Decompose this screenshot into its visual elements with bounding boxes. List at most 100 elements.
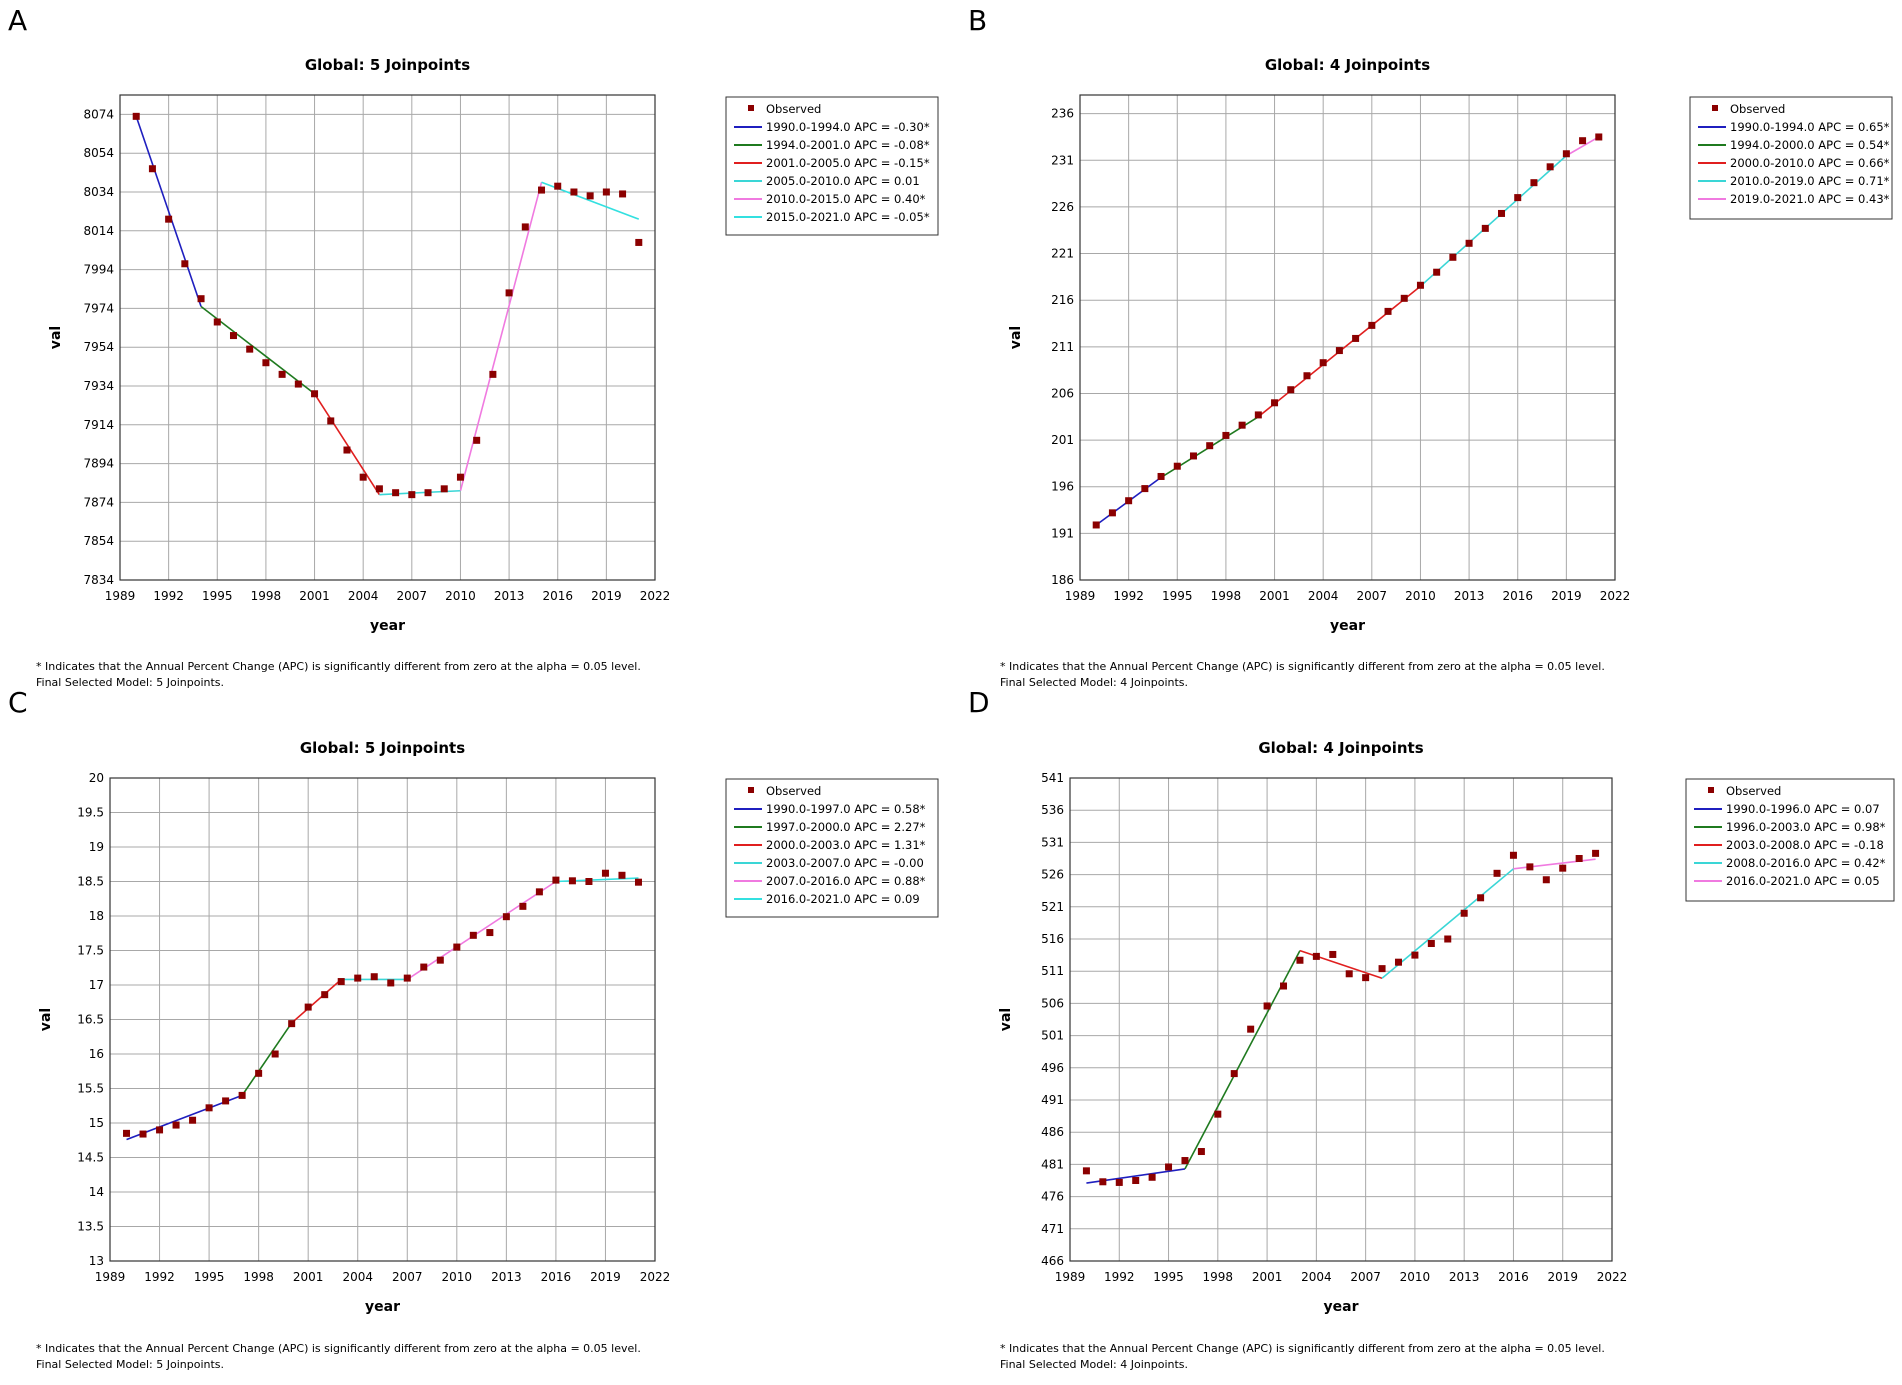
y-tick-label: 481 [1041, 1157, 1064, 1171]
observed-point [601, 869, 609, 877]
observed-point [635, 238, 643, 246]
observed-point [1247, 1025, 1255, 1033]
observed-point [1562, 150, 1570, 158]
x-tick-label: 2013 [494, 589, 525, 603]
observed-point [602, 188, 610, 196]
observed-point [1394, 958, 1402, 966]
observed-point [436, 956, 444, 964]
observed-point [1296, 956, 1304, 964]
observed-point [1173, 462, 1181, 470]
y-tick-label: 7834 [83, 573, 114, 587]
observed-point [238, 1091, 246, 1099]
legend-label-4: 2010.0-2019.0 APC = 0.71* [1730, 174, 1890, 188]
observed-point [424, 489, 432, 497]
x-tick-label: 2010 [1400, 1270, 1431, 1284]
observed-point [172, 1121, 180, 1129]
y-tick-label: 20 [89, 771, 104, 785]
observed-point [1595, 133, 1603, 141]
observed-point [403, 974, 411, 982]
observed-point [1238, 421, 1246, 429]
footnote-apc: * Indicates that the Annual Percent Chan… [36, 1342, 641, 1355]
x-tick-label: 2013 [491, 1270, 522, 1284]
observed-point [619, 190, 627, 198]
x-tick-label: 2007 [392, 1270, 423, 1284]
x-tick-label: 1995 [1162, 589, 1193, 603]
observed-point [1579, 137, 1587, 145]
observed-point [489, 370, 497, 378]
x-tick-label: 2022 [640, 589, 671, 603]
legend-label-1: 1990.0-1994.0 APC = 0.65* [1730, 120, 1890, 134]
legend-label-2: 1996.0-2003.0 APC = 0.98* [1726, 820, 1886, 834]
y-tick-label: 8014 [83, 224, 114, 238]
observed-point [375, 485, 383, 493]
y-tick-label: 13 [89, 1254, 104, 1268]
observed-point [156, 1126, 164, 1134]
legend-observed-label: Observed [766, 102, 821, 116]
x-tick-label: 2001 [299, 589, 330, 603]
x-tick-label: 2004 [348, 589, 379, 603]
observed-point [1148, 1173, 1156, 1181]
x-tick-label: 2022 [1597, 1270, 1628, 1284]
observed-point [1592, 849, 1600, 857]
y-tick-label: 201 [1051, 433, 1074, 447]
chart-title: Global: 4 Joinpoints [1265, 56, 1430, 74]
panel-letter: A [8, 4, 27, 37]
y-axis-label: val [998, 1008, 1014, 1031]
y-tick-label: 7914 [83, 418, 114, 432]
legend-label-5: 2007.0-2016.0 APC = 0.88* [766, 874, 926, 888]
y-tick-label: 17 [89, 978, 104, 992]
legend-label-3: 2003.0-2008.0 APC = -0.18 [1726, 838, 1884, 852]
y-tick-label: 501 [1041, 1029, 1064, 1043]
y-tick-label: 496 [1041, 1061, 1064, 1075]
observed-point [1157, 472, 1165, 480]
observed-point [1189, 452, 1197, 460]
observed-point [1165, 1163, 1173, 1171]
x-tick-label: 2016 [1502, 589, 1533, 603]
x-tick-label: 2016 [1498, 1270, 1529, 1284]
y-tick-label: 8034 [83, 185, 114, 199]
observed-point [255, 1069, 263, 1077]
x-tick-label: 2004 [1308, 589, 1339, 603]
legend-observed-label: Observed [1730, 102, 1785, 116]
observed-point [1477, 894, 1485, 902]
observed-point [1493, 869, 1501, 877]
x-tick-label: 1992 [1113, 589, 1144, 603]
observed-point [1530, 179, 1538, 187]
y-tick-label: 231 [1051, 153, 1074, 167]
observed-point [1384, 307, 1392, 315]
fit-segment-4 [1419, 155, 1567, 287]
y-tick-label: 16 [89, 1047, 104, 1061]
observed-point [1352, 334, 1360, 342]
panel-b: B Global: 4 Joinpoints 1989 1992 1995 1998 200… [968, 4, 1893, 689]
observed-point [1433, 268, 1441, 276]
x-tick-label: 2022 [640, 1270, 671, 1284]
x-tick-label: 2022 [1600, 589, 1631, 603]
legend-label-5: 2016.0-2021.0 APC = 0.05 [1726, 874, 1880, 888]
plot-area [120, 95, 655, 580]
observed-point [392, 489, 400, 497]
observed-point [123, 1129, 131, 1137]
y-tick-label: 466 [1041, 1254, 1064, 1268]
y-tick-label: 17.5 [77, 944, 104, 958]
y-tick-label: 206 [1051, 386, 1074, 400]
footnote-model: Final Selected Model: 4 Joinpoints. [1000, 676, 1188, 689]
y-tick-label: 7954 [83, 340, 114, 354]
panel-c: C Global: 5 Joinpoints 1989 1992 1995 1998 200… [8, 686, 939, 1371]
y-axis-label: val [38, 1008, 54, 1031]
observed-point [1427, 940, 1435, 948]
legend-label-2: 1997.0-2000.0 APC = 2.27* [766, 820, 926, 834]
x-tick-label: 1998 [1203, 1270, 1234, 1284]
observed-point [1329, 950, 1337, 958]
observed-point [189, 1116, 197, 1124]
observed-point [1271, 399, 1279, 407]
observed-point [1559, 864, 1567, 872]
x-tick-label: 1992 [1104, 1270, 1135, 1284]
observed-point [1222, 431, 1230, 439]
observed-point [1481, 224, 1489, 232]
y-tick-label: 211 [1051, 340, 1074, 354]
observed-point [246, 345, 254, 353]
observed-point [1526, 863, 1534, 871]
footnote-apc: * Indicates that the Annual Percent Chan… [36, 660, 641, 673]
